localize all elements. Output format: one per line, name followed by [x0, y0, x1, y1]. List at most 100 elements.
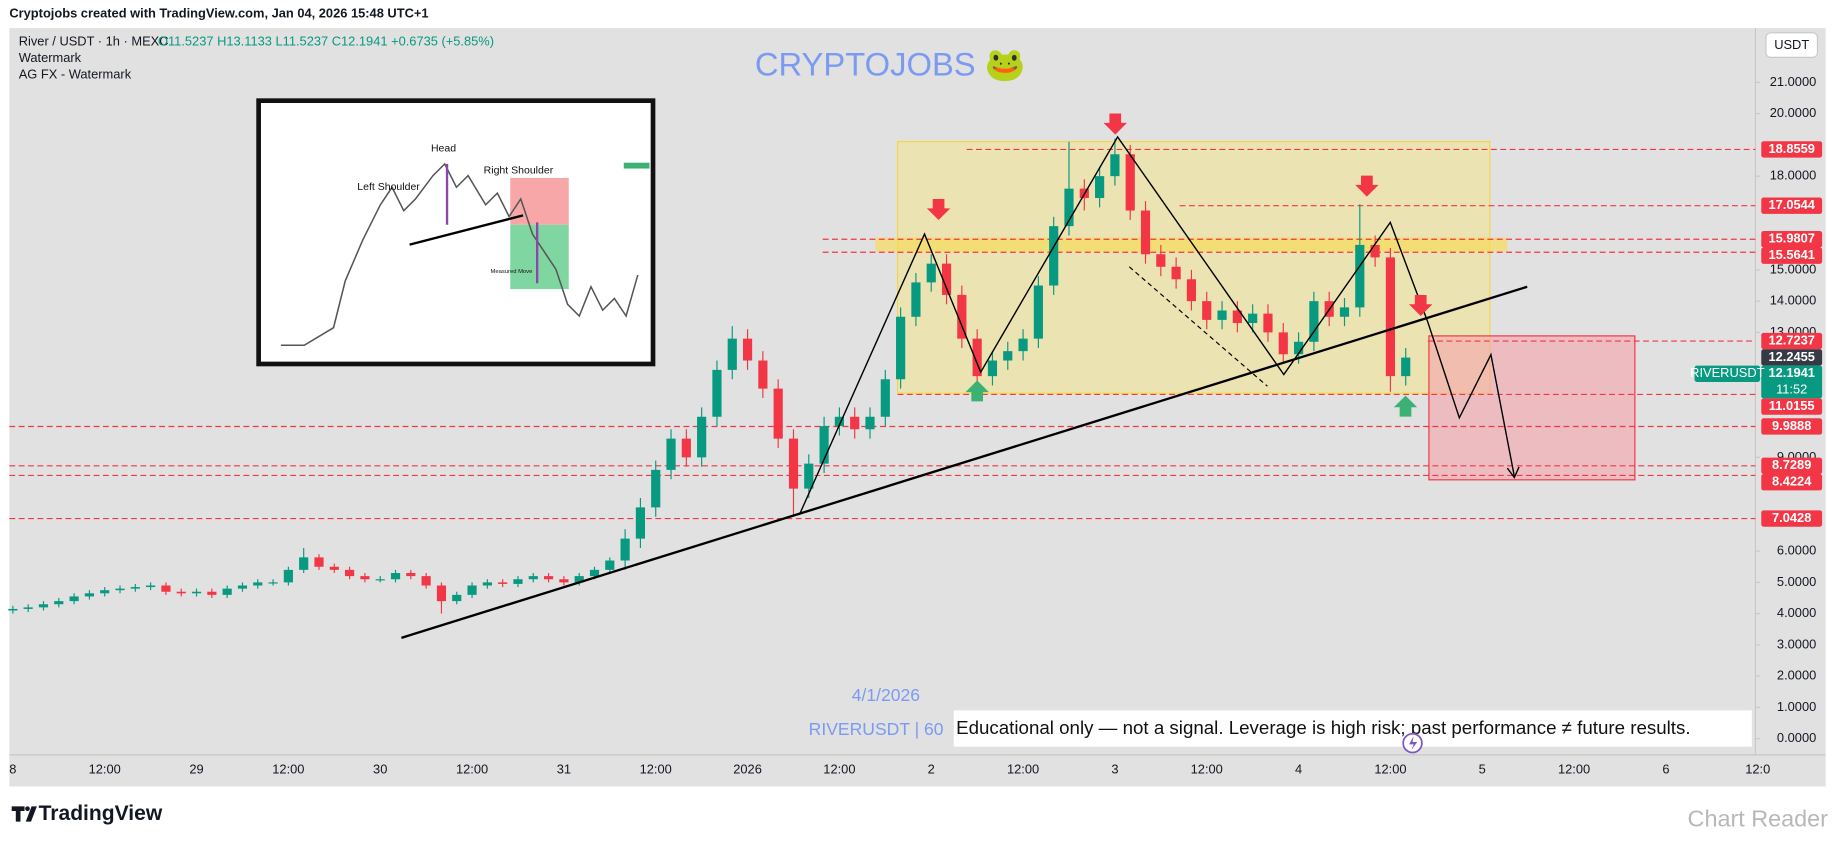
candle-body	[1110, 154, 1120, 177]
candle-body	[1339, 307, 1350, 317]
y-tick-label: 5.0000	[1777, 574, 1816, 589]
candle-body	[1202, 301, 1212, 320]
y-tick-label: 2.0000	[1777, 668, 1816, 683]
price-label-box	[1761, 510, 1823, 527]
y-tick-label: 14.0000	[1770, 293, 1816, 308]
x-tick-label: 12:00	[823, 761, 855, 776]
up-arrow	[1393, 395, 1418, 417]
candle-body	[742, 338, 753, 361]
candle-body	[834, 416, 844, 427]
attribution: Cryptojobs created with TradingView.com,…	[9, 5, 428, 20]
candle-body	[191, 591, 202, 594]
candle-body	[390, 572, 401, 580]
inset-price	[280, 162, 639, 347]
x-tick-label: 30	[373, 761, 387, 776]
candle-body	[681, 438, 691, 458]
down-arrow	[1409, 294, 1433, 317]
candle-body	[620, 538, 630, 561]
x-tick-label: 3	[1111, 761, 1118, 776]
candle-body	[528, 576, 538, 580]
candle-body	[1171, 266, 1181, 280]
candle-body	[1125, 154, 1135, 211]
x-tick-label: 12:00	[89, 761, 121, 776]
price-label-box	[1761, 247, 1823, 264]
candle-body	[819, 426, 829, 464]
candle-body	[115, 588, 125, 591]
resistance-band	[875, 237, 1508, 252]
price-label-box	[1761, 197, 1823, 214]
price-label-box	[1761, 332, 1823, 350]
candle-body	[1248, 313, 1258, 324]
candle-body	[222, 588, 232, 595]
price-label: 12.1941	[1768, 365, 1814, 380]
candle-body	[299, 557, 309, 570]
candle-body	[666, 438, 676, 470]
x-tick-label: 29	[189, 761, 203, 776]
indicator: Watermark	[19, 50, 82, 65]
candle-body	[1140, 210, 1151, 255]
price-label: 12.2455	[1768, 349, 1814, 364]
annotations-over	[401, 113, 1528, 639]
candle-body	[161, 585, 171, 592]
candle-body	[1263, 313, 1273, 333]
y-tick-label: 0.0000	[1777, 730, 1816, 745]
candle-body	[69, 596, 79, 602]
candle-body	[727, 338, 737, 370]
x-tick-label: 12:00	[272, 761, 304, 776]
candle-body	[482, 582, 492, 586]
candle-body	[926, 263, 936, 283]
candle-body	[329, 566, 339, 570]
candle-body	[880, 379, 890, 417]
price-label-box	[1761, 457, 1823, 475]
candle-body	[345, 569, 355, 577]
candle-body	[773, 388, 783, 439]
price-label: 12.7237	[1768, 332, 1814, 347]
price-label: 17.0544	[1768, 197, 1815, 212]
countdown: 11:52	[1776, 382, 1807, 397]
zigzag	[798, 135, 1429, 516]
y-tick-label: 4.0000	[1777, 605, 1816, 620]
price-label: 15.5641	[1768, 247, 1814, 262]
x-tick-label: 31	[557, 761, 571, 776]
inset-label: Measured Move	[490, 269, 532, 275]
inset-price-tag	[623, 162, 650, 169]
candle-body	[436, 585, 447, 602]
brand-name: TradingView	[39, 802, 163, 825]
x-tick-label: 6	[1662, 761, 1669, 776]
inset-label: Left Shoulder	[357, 181, 420, 193]
y-tick-label: 20.0000	[1770, 105, 1816, 120]
candle-body	[1355, 244, 1365, 308]
x-tick-label: 12:00	[456, 761, 488, 776]
price-label-box	[1761, 474, 1823, 491]
candle-body	[1156, 254, 1166, 267]
candle-body	[1049, 226, 1059, 286]
currency-button[interactable]	[1765, 32, 1819, 58]
price-label-box	[1761, 418, 1823, 435]
date-watermark: 4/1/2026	[852, 685, 920, 705]
candle-body	[1370, 244, 1380, 258]
symbol-line: River / USDT · 1h · MEXC	[19, 34, 169, 49]
candle-body	[406, 572, 416, 577]
candle-body	[850, 416, 860, 430]
symbol-watermark: RIVERUSDT | 60	[809, 719, 944, 739]
trendline	[401, 285, 1528, 639]
symbol-tag	[1694, 365, 1761, 382]
y-tick-label: 21.0000	[1770, 74, 1816, 89]
price-label: 11.0155	[1769, 398, 1815, 413]
x-tick-label: 12:00	[1558, 761, 1590, 776]
disclaimer: Educational only — not a signal. Leverag…	[956, 717, 1690, 738]
candle-body	[253, 582, 263, 586]
candle-body	[605, 560, 615, 570]
candle-body	[712, 369, 722, 417]
symbol-tag-label: RIVERUSDT	[1690, 365, 1764, 380]
x-tick-label: 12:0	[1745, 761, 1770, 776]
projection-arrowhead	[1506, 466, 1520, 479]
candle-body	[421, 576, 431, 586]
candle-body	[23, 607, 33, 609]
candle-body	[941, 263, 952, 295]
corner-watermark: Chart Reader	[1688, 806, 1829, 832]
inset-image: Head Left Shoulder Right Shoulder Measur…	[256, 98, 656, 367]
y-tick-label: 6.0000	[1777, 543, 1816, 558]
annotations-under	[875, 141, 1636, 481]
y-tick-label: 15.0000	[1770, 261, 1816, 276]
